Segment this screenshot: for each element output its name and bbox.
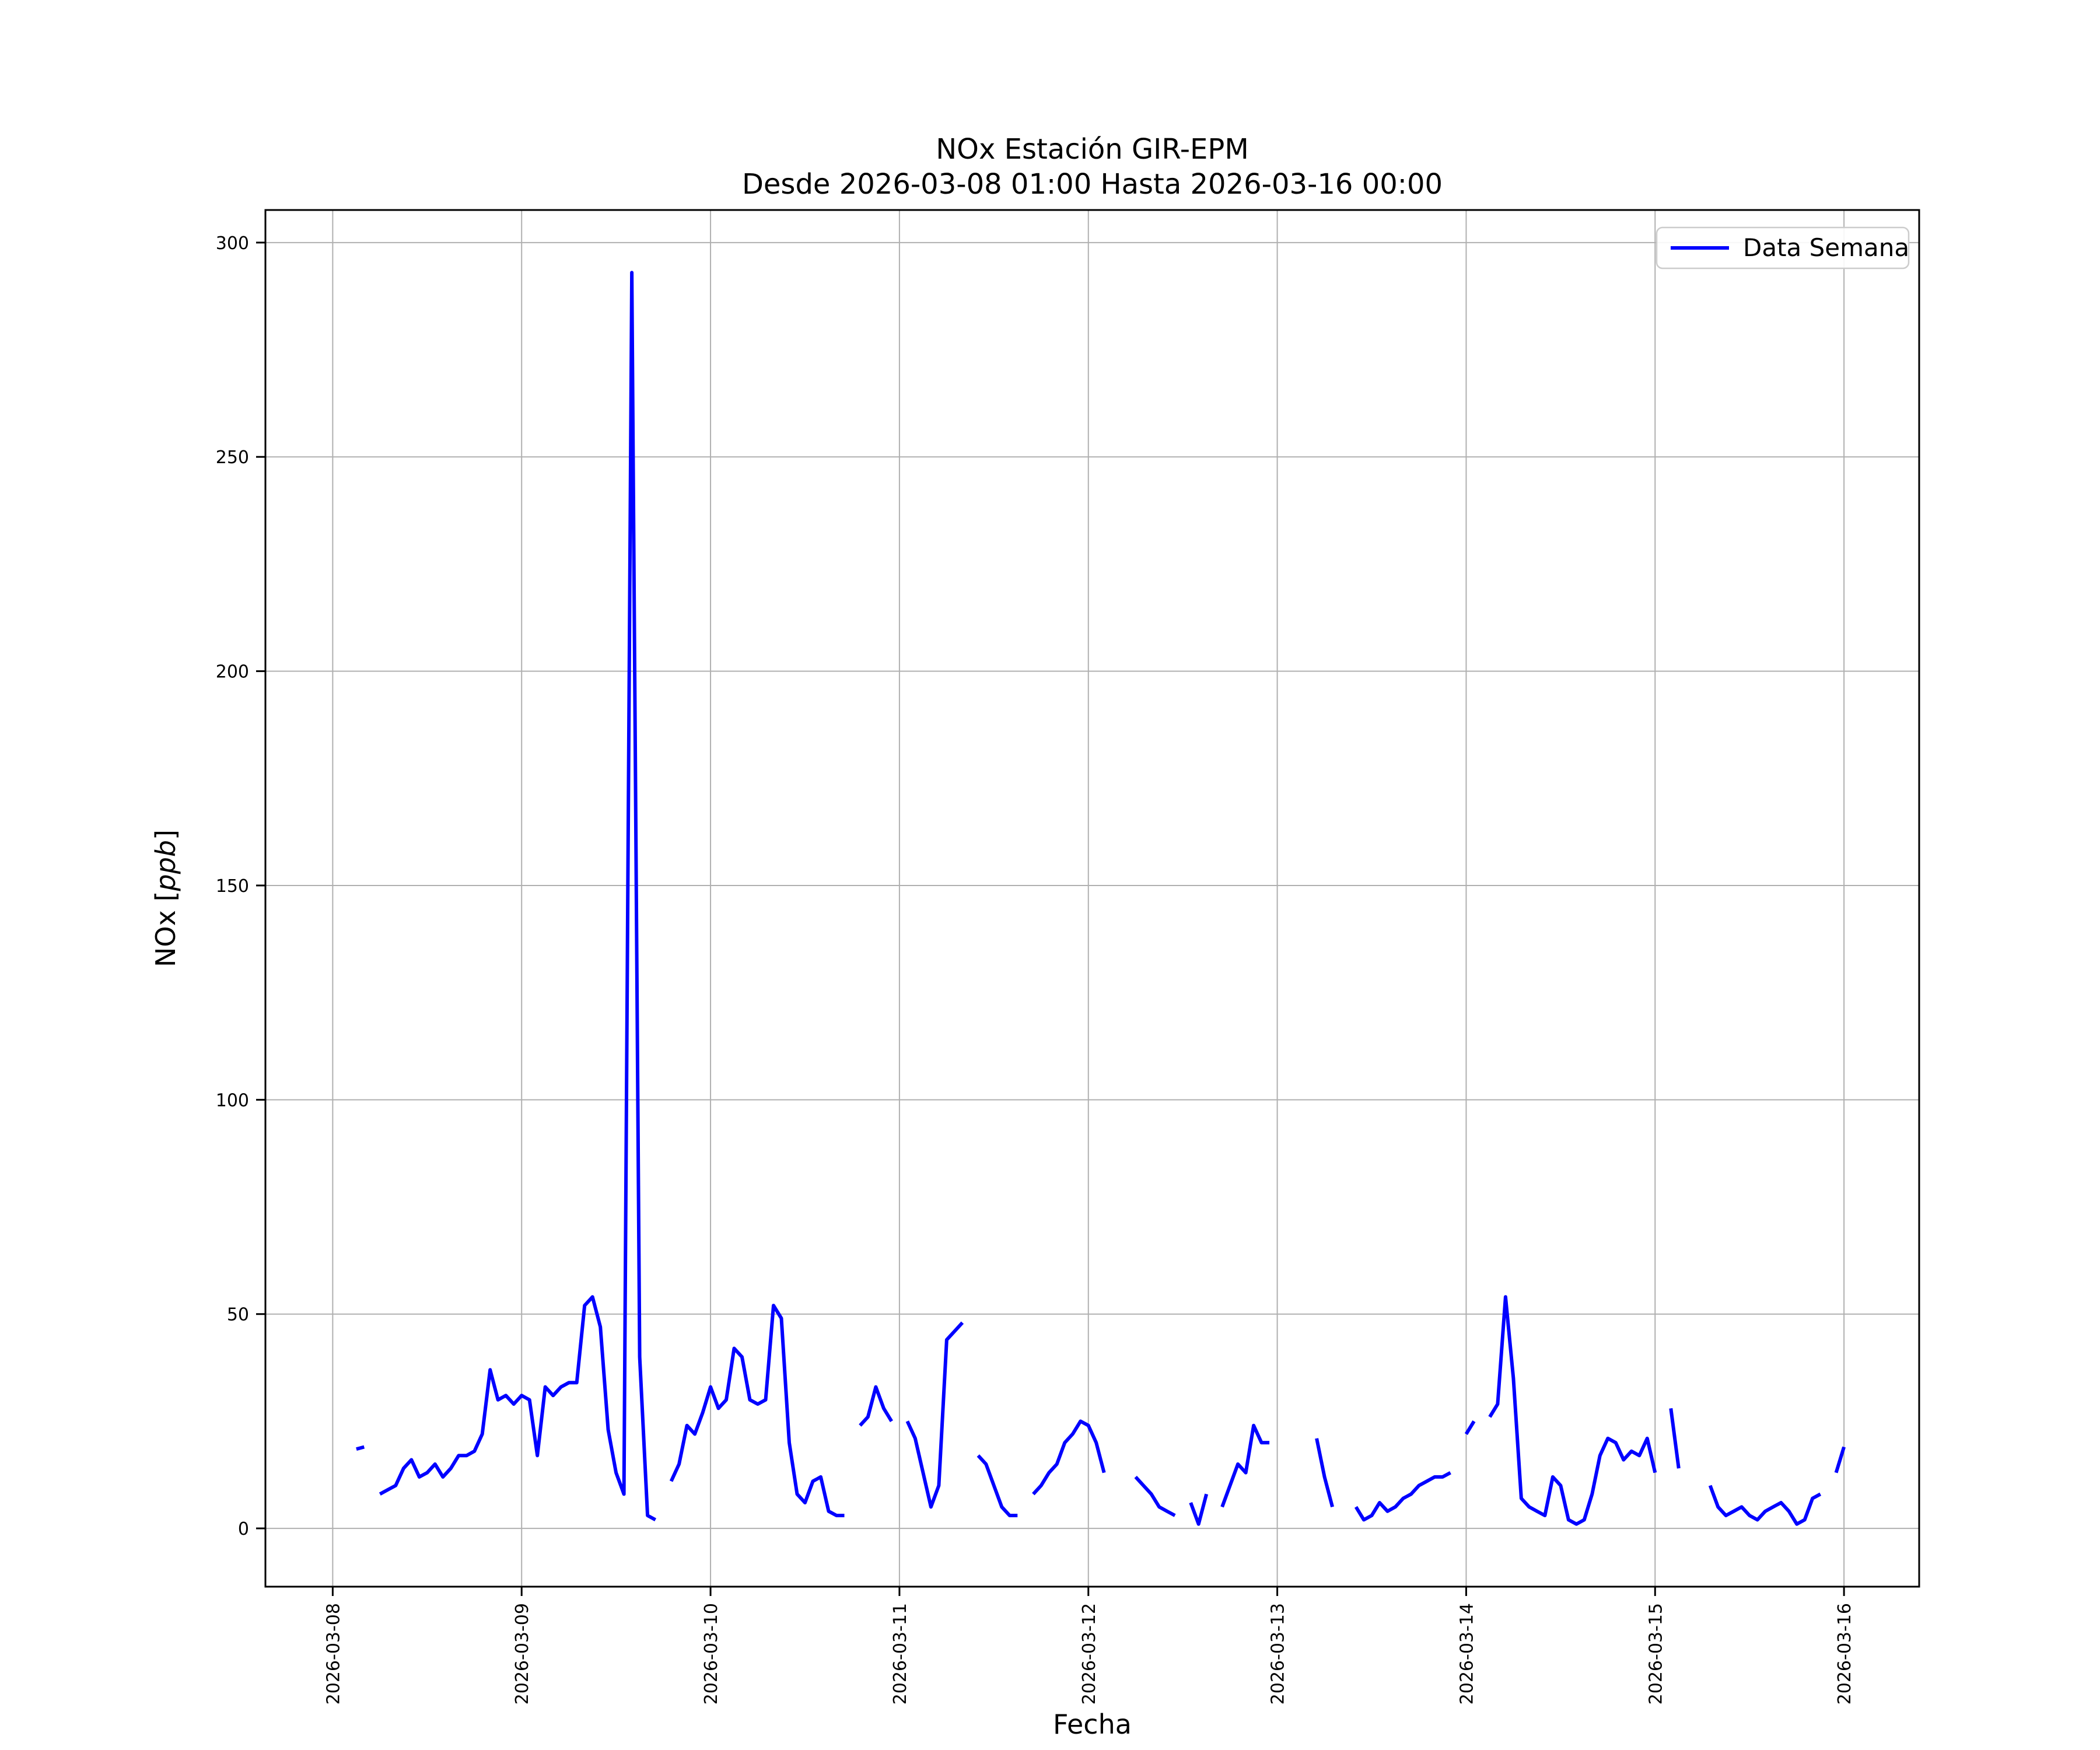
chart-title: NOx Estación GIR-EPM bbox=[936, 133, 1248, 166]
x-tick-label: 2026-03-14 bbox=[1457, 1603, 1477, 1704]
legend-box bbox=[1656, 226, 1910, 270]
legend: Data Semana bbox=[1656, 226, 1910, 270]
x-tick-label: 2026-03-15 bbox=[1646, 1603, 1666, 1704]
data-line-series bbox=[356, 271, 1846, 1526]
x-tick-label: 2026-03-09 bbox=[512, 1603, 533, 1704]
y-tick-label: 300 bbox=[216, 233, 249, 254]
grid-lines bbox=[265, 210, 1919, 1587]
y-axis-label-suffix: ] bbox=[150, 830, 181, 840]
axes-border bbox=[264, 209, 1920, 1588]
y-tick-label: 200 bbox=[216, 662, 249, 682]
y-tick-label: 150 bbox=[216, 876, 249, 897]
y-tick-label: 100 bbox=[216, 1090, 249, 1111]
x-tick-label: 2026-03-08 bbox=[323, 1603, 344, 1704]
plot-area bbox=[265, 210, 1919, 1587]
y-axis-label-unit: ppb bbox=[150, 840, 181, 892]
tick-marks bbox=[256, 242, 1845, 1596]
chart-subtitle: Desde 2026-03-08 01:00 Hasta 2026-03-16 … bbox=[742, 168, 1443, 201]
legend-label: Data Semana bbox=[1743, 233, 1909, 262]
y-axis-label-prefix: NOx [ bbox=[150, 891, 181, 967]
x-tick-label: 2026-03-13 bbox=[1268, 1603, 1289, 1704]
x-tick-label: 2026-03-16 bbox=[1835, 1603, 1855, 1704]
y-tick-label: 250 bbox=[216, 447, 249, 468]
y-tick-label: 0 bbox=[238, 1519, 249, 1539]
y-tick-label: 50 bbox=[227, 1305, 249, 1325]
y-axis-label: NOx [ppb] bbox=[150, 830, 181, 967]
x-axis-label: Fecha bbox=[1053, 1709, 1132, 1740]
x-tick-label: 2026-03-11 bbox=[890, 1603, 911, 1704]
x-tick-label: 2026-03-12 bbox=[1079, 1603, 1100, 1704]
x-tick-label: 2026-03-10 bbox=[701, 1603, 722, 1704]
